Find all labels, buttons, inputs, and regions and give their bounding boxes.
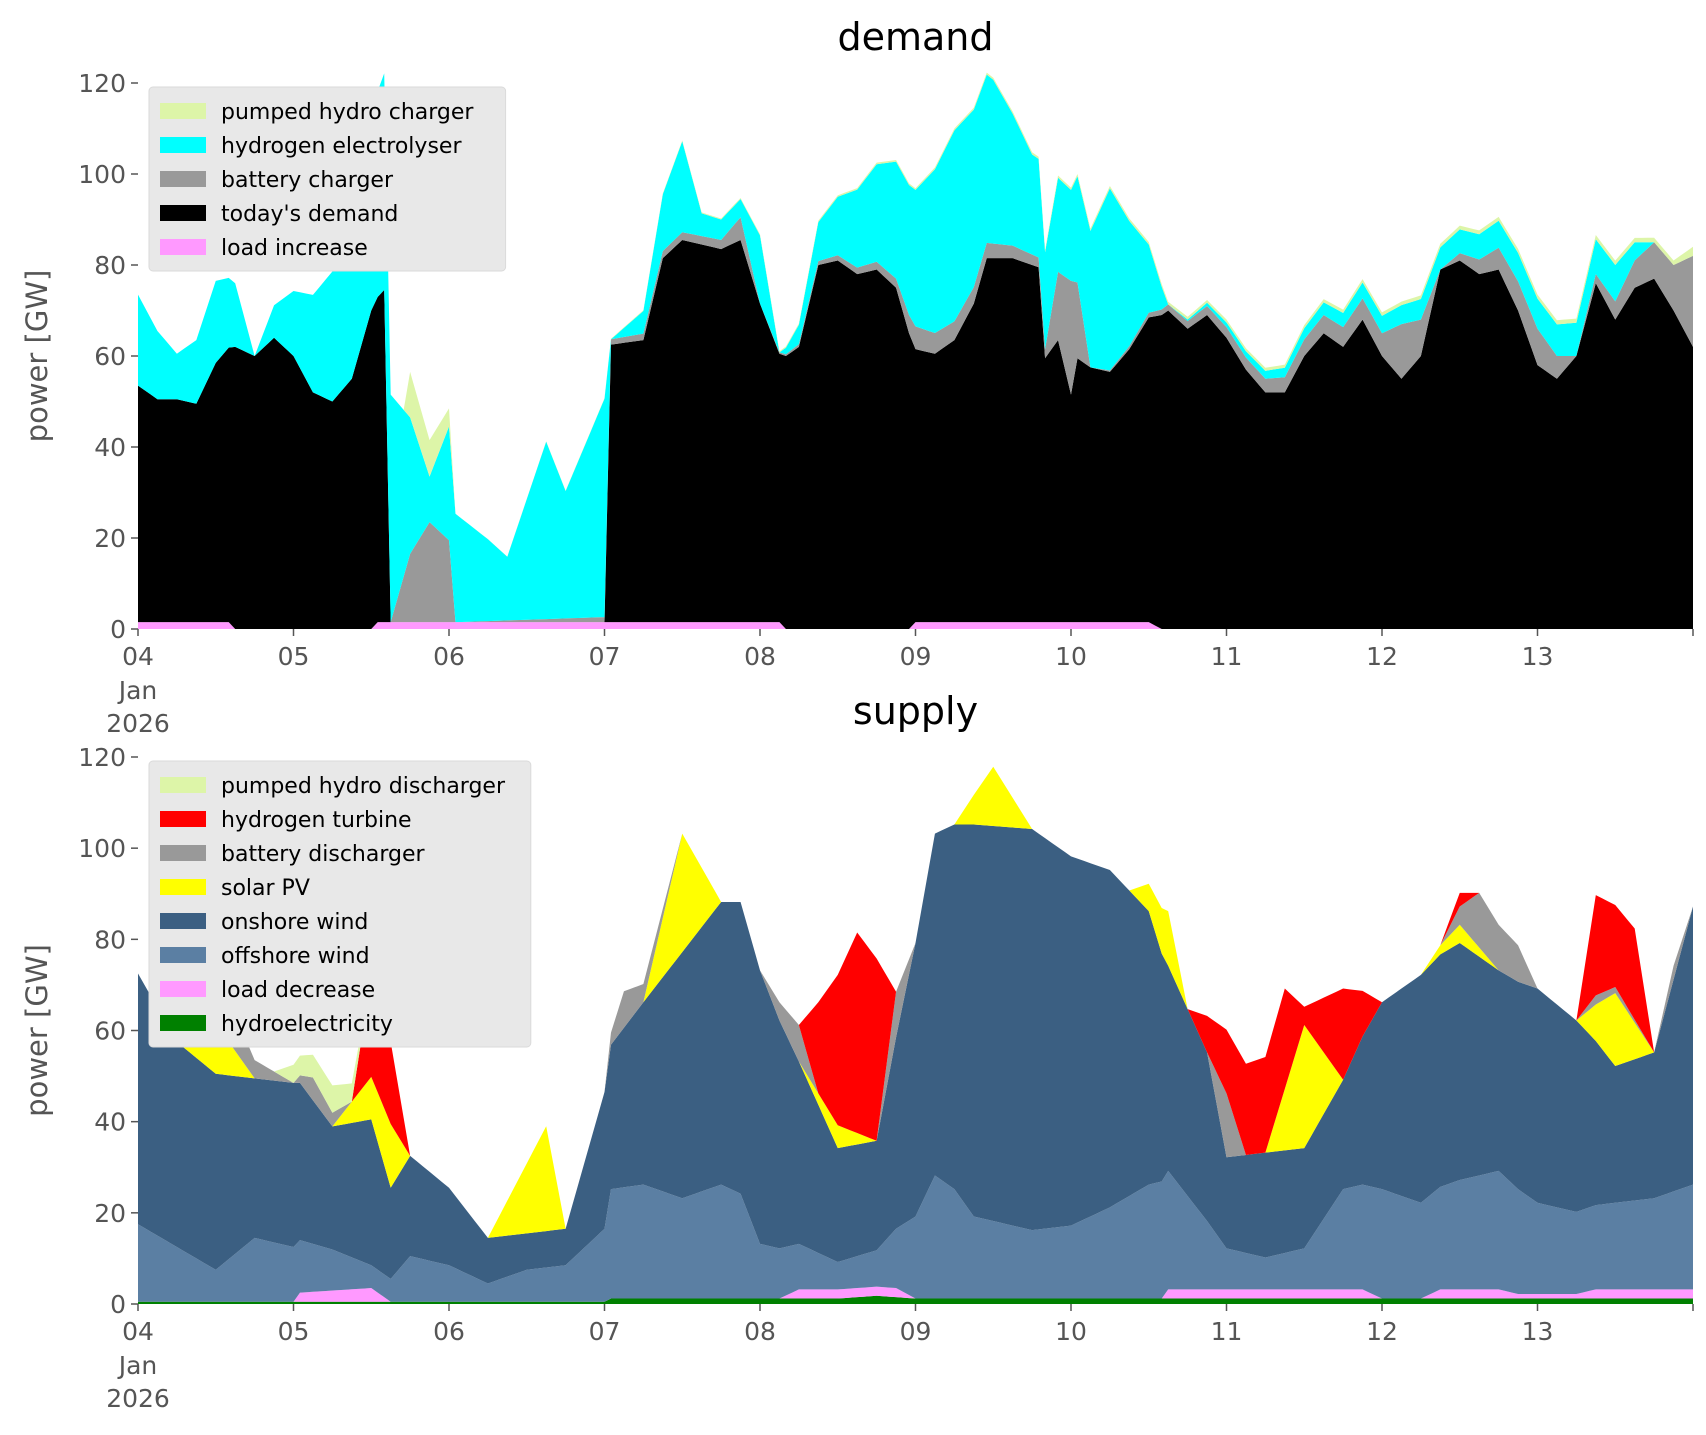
area-hydroelectricity — [138, 1295, 1693, 1304]
legend-box — [148, 760, 532, 1048]
legend-swatch-hydrogen-electrolyser — [160, 137, 206, 153]
y-tick-label: 100 — [78, 160, 126, 189]
x-tick-label: 04 — [122, 642, 154, 671]
x-tick-label: 12 — [1366, 1317, 1398, 1346]
legend-label-load-increase: load increase — [221, 236, 368, 261]
stacked-areas — [138, 72, 1693, 629]
x-tick-label: 10 — [1055, 1317, 1087, 1346]
area-pumped-hydro-charger — [138, 72, 1693, 557]
area-offshore-wind — [138, 1170, 1693, 1302]
x-tick-label: 07 — [589, 642, 621, 671]
x-tick-label: 12 — [1366, 642, 1398, 671]
x-tick-label: 10 — [1055, 642, 1087, 671]
legend-swatch-battery-discharger — [160, 845, 206, 861]
area-load-decrease — [138, 1286, 1693, 1302]
legend-box — [148, 86, 507, 272]
x-tick-label: 11 — [1211, 1317, 1243, 1346]
y-tick-label: 20 — [94, 1199, 126, 1228]
legend-label-pumped-hydro-discharger: pumped hydro discharger — [221, 774, 506, 799]
area-today-s-demand — [138, 239, 1693, 629]
y-axis-label: power [GW] — [20, 270, 54, 443]
area-load-increase — [138, 622, 1693, 629]
y-tick-label: 0 — [110, 1290, 126, 1319]
legend-label-battery-charger: battery charger — [221, 168, 394, 193]
x-tick-label: 06 — [433, 1317, 465, 1346]
x-tick-label: 05 — [278, 1317, 310, 1346]
legend-label-hydrogen-electrolyser: hydrogen electrolyser — [221, 134, 462, 159]
x-tick-label: 09 — [900, 1317, 932, 1346]
legend-label-solar-pv: solar PV — [221, 876, 310, 901]
chart-title: supply — [853, 689, 978, 733]
x-tick-sublabel: Jan — [117, 1351, 158, 1380]
y-tick-label: 60 — [94, 342, 126, 371]
x-tick-label: 07 — [589, 1317, 621, 1346]
y-tick-label: 80 — [94, 925, 126, 954]
y-tick-label: 0 — [110, 615, 126, 644]
x-tick-label: 04 — [122, 1317, 154, 1346]
area-onshore-wind — [138, 824, 1693, 1284]
x-tick-label: 08 — [744, 642, 776, 671]
area-solar-pv — [138, 766, 1693, 1238]
chart-supply: supply power [GW] 0 20 40 60 80 100 120 04 Jan 2026… — [20, 689, 1694, 1413]
legend-swatch-onshore-wind — [160, 913, 206, 929]
x-tick-label: 05 — [278, 642, 310, 671]
legend: pumped hydro charger hydrogen electrolyse… — [148, 86, 507, 272]
legend-swatch-today-s-demand — [160, 205, 206, 221]
x-tick-sublabel: Jan — [117, 676, 158, 705]
legend-label-battery-discharger: battery discharger — [221, 842, 426, 867]
legend-swatch-solar-pv — [160, 879, 206, 895]
x-tick-label: 06 — [433, 642, 465, 671]
chart-title: demand — [837, 15, 993, 59]
legend-swatch-offshore-wind — [160, 947, 206, 963]
legend-label-onshore-wind: onshore wind — [221, 910, 368, 935]
legend-label-today-s-demand: today's demand — [221, 202, 398, 227]
y-axis-label: power [GW] — [20, 944, 54, 1117]
y-tick-label: 20 — [94, 524, 126, 553]
legend-swatch-battery-charger — [160, 171, 206, 187]
y-tick-label: 40 — [94, 433, 126, 462]
y-tick-label: 120 — [78, 69, 126, 98]
legend-label-pumped-hydro-charger: pumped hydro charger — [221, 100, 474, 125]
y-tick-label: 80 — [94, 251, 126, 280]
legend-label-offshore-wind: offshore wind — [221, 944, 370, 969]
legend-label-hydrogen-turbine: hydrogen turbine — [221, 808, 412, 833]
y-tick-label: 100 — [78, 834, 126, 863]
legend-swatch-pumped-hydro-discharger — [160, 777, 206, 793]
legend-label-hydroelectricity: hydroelectricity — [221, 1012, 393, 1037]
x-tick-sublabel: 2026 — [106, 709, 170, 738]
chart-demand: demand power [GW] 0 20 40 60 80 100 120 04 Jan 2026… — [20, 15, 1694, 738]
legend: pumped hydro discharger hydrogen turbine b… — [148, 760, 532, 1048]
y-tick-label: 40 — [94, 1108, 126, 1137]
x-tick-label: 11 — [1211, 642, 1243, 671]
legend-swatch-hydrogen-turbine — [160, 811, 206, 827]
x-tick-label: 09 — [900, 642, 932, 671]
x-tick-label: 13 — [1522, 642, 1554, 671]
x-tick-label: 13 — [1522, 1317, 1554, 1346]
y-tick-label: 60 — [94, 1017, 126, 1046]
x-tick-label: 08 — [744, 1317, 776, 1346]
stacked-areas — [138, 766, 1693, 1304]
legend-swatch-load-decrease — [160, 981, 206, 997]
legend-swatch-pumped-hydro-charger — [160, 103, 206, 119]
y-tick-label: 120 — [78, 743, 126, 772]
legend-swatch-hydroelectricity — [160, 1015, 206, 1031]
legend-label-load-decrease: load decrease — [221, 978, 375, 1003]
x-tick-sublabel: 2026 — [106, 1384, 170, 1413]
legend-swatch-load-increase — [160, 239, 206, 255]
